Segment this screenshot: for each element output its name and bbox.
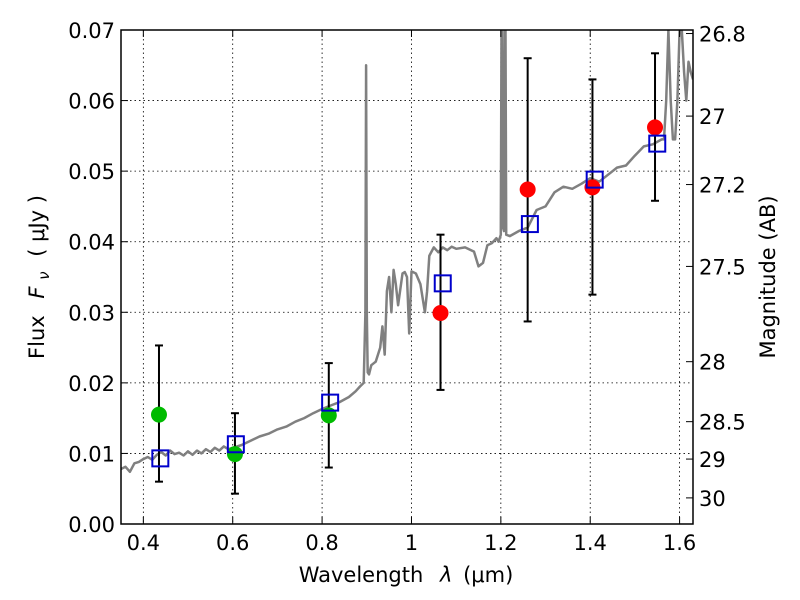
axis-labels: Wavelength λ (μm) Flux F ν ( μJy ) Magni…: [25, 195, 780, 587]
x-axis-label-symbol: λ: [439, 563, 452, 587]
model-point: [433, 274, 452, 293]
flux-point: [647, 119, 664, 136]
x-tick-label: 1.2: [484, 531, 517, 555]
y-tick-label: 0.07: [68, 19, 115, 43]
y-axis-label-symbol: F: [25, 286, 49, 299]
y-axis-label-subscript: ν: [35, 271, 53, 279]
y2-tick-label: 27: [699, 105, 726, 129]
y2-tick-label: 28.5: [699, 411, 746, 435]
flux-point: [519, 181, 536, 198]
model-point: [151, 449, 170, 468]
y2-axis-label: Magnitude (AB): [756, 195, 780, 358]
model-point: [520, 215, 539, 234]
y-tick-label: 0.03: [68, 301, 115, 325]
x-tick-label: 0.6: [216, 531, 249, 555]
y2-tick-label: 26.8: [699, 23, 746, 47]
flux-point: [226, 446, 243, 463]
x-tick-label: 1.4: [574, 531, 607, 555]
x-axis-label: Wavelength λ (μm): [299, 563, 514, 587]
y2-tick-label: 30: [699, 487, 726, 511]
x-tick-label: 1: [405, 531, 418, 555]
model-point: [321, 393, 340, 412]
y2-tick-label: 28: [699, 351, 726, 375]
x-tick-label: 0.8: [305, 531, 338, 555]
x-axis-label-text: Wavelength: [299, 563, 424, 587]
y2-tick-label: 27.2: [699, 174, 746, 198]
y-tick-label: 0.01: [68, 442, 115, 466]
y-tick-label: 0.04: [68, 231, 115, 255]
y-tick-label: 0.05: [68, 160, 115, 184]
y-tick-label: 0.00: [68, 513, 115, 537]
spectrum-line: [121, 30, 693, 474]
y-tick-label: 0.02: [68, 372, 115, 396]
y-axis-label: Flux F ν ( μJy ): [25, 195, 54, 359]
x-tick-label: 1.6: [663, 531, 696, 555]
y2-tick-label: 29: [699, 448, 726, 472]
model-point: [648, 134, 667, 153]
y-tick-label: 0.06: [68, 90, 115, 114]
y-axis-label-unit: ( μJy ): [25, 195, 49, 257]
flux-point: [432, 304, 449, 321]
x-axis-label-unit: (μm): [463, 563, 513, 587]
y2-tick-label: 27.5: [699, 255, 746, 279]
model-point: [226, 435, 245, 454]
axes: 0.4 0.6 0.8 1 1.2 1.4 1.6 0.00 0.01 0.02 0.03 0.04 0…: [68, 19, 746, 555]
series-layer: [121, 30, 693, 495]
x-tick-label: 0.4: [127, 531, 160, 555]
y-axis-label-text: Flux: [25, 315, 49, 359]
plot-frame: [120, 29, 694, 525]
model-point: [585, 170, 604, 189]
flux-point: [150, 406, 167, 423]
